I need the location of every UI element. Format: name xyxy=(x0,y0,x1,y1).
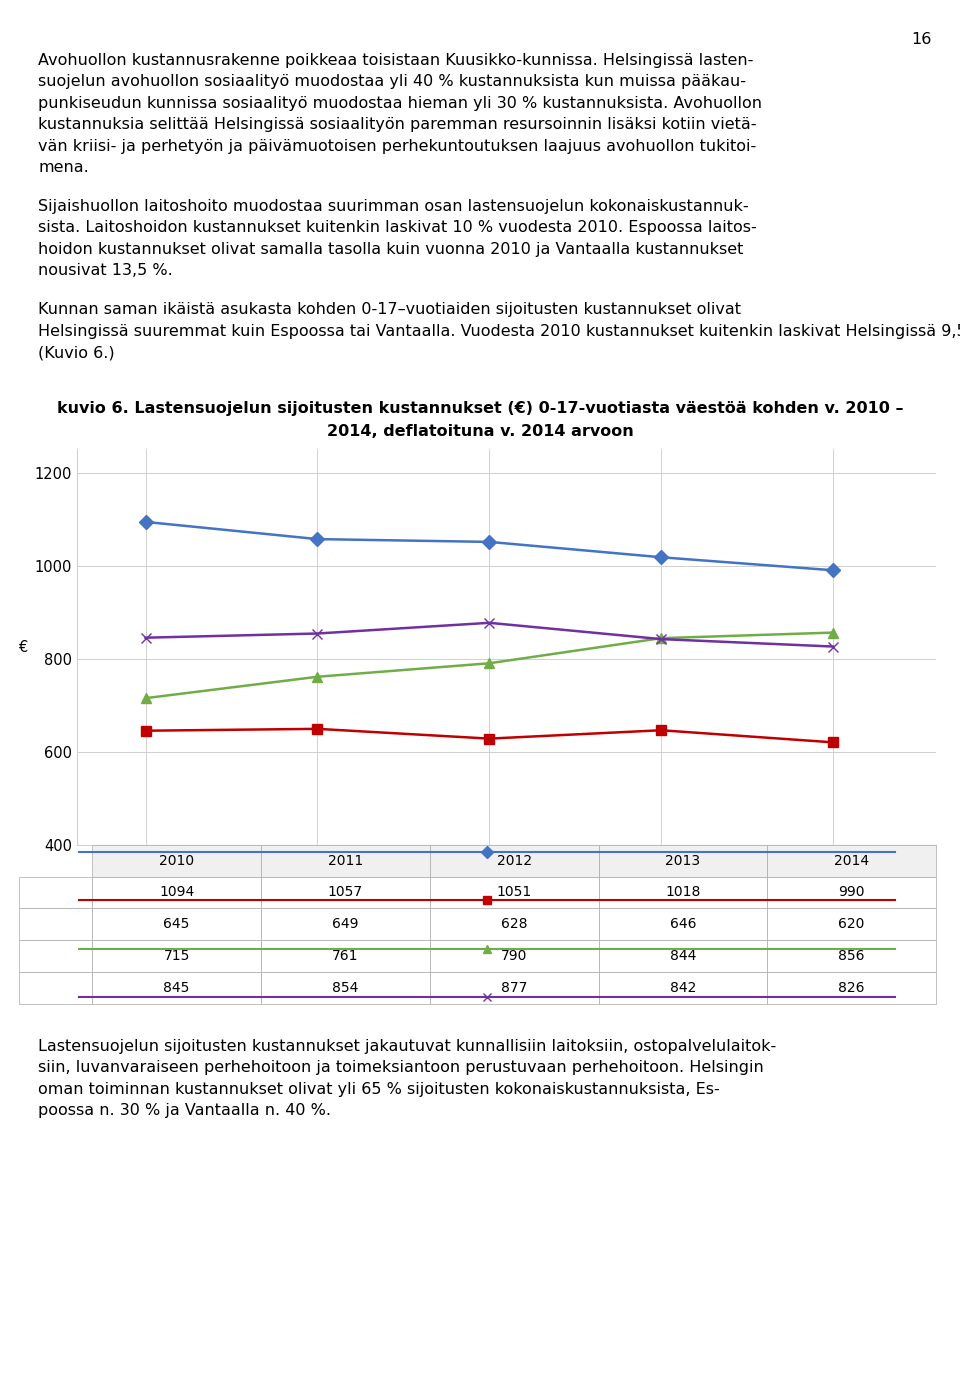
Text: sista. Laitoshoidon kustannukset kuitenkin laskivat 10 % vuodesta 2010. Espoossa: sista. Laitoshoidon kustannukset kuitenk… xyxy=(38,221,757,236)
Text: kustannuksia selittää Helsingissä sosiaalityön paremman resursoinnin lisäksi ko: kustannuksia selittää Helsingissä sosiaa… xyxy=(38,118,756,132)
Text: Avohuollon kustannusrakenne poikkeaa toisistaan Kuusikko-kunnissa. Helsingissä l: Avohuollon kustannusrakenne poikkeaa toi… xyxy=(38,53,754,68)
Text: Helsingissä suuremmat kuin Espoossa tai Vantaalla. Vuodesta 2010 kustannukset ku: Helsingissä suuremmat kuin Espoossa tai … xyxy=(38,323,960,338)
Text: kuvio 6. Lastensuojelun sijoitusten kustannukset (€) 0-17-vuotiasta väestöä kohd: kuvio 6. Lastensuojelun sijoitusten kust… xyxy=(57,401,903,416)
Text: vän kriisi- ja perhetyön ja päivämuotoisen perhekuntoutuksen laajuus avohuollon: vän kriisi- ja perhetyön ja päivämuotoi… xyxy=(38,139,756,154)
Text: (Kuvio 6.): (Kuvio 6.) xyxy=(38,345,115,361)
Y-axis label: €: € xyxy=(19,639,28,655)
Text: punkiseudun kunnissa sosiaalityö muodostaa hieman yli 30 % kustannuksista. Avoh: punkiseudun kunnissa sosiaalityö muodos… xyxy=(38,96,762,111)
Text: suojelun avohuollon sosiaalityö muodostaa yli 40 % kustannuksista kun muissa pä: suojelun avohuollon sosiaalityö muodost… xyxy=(38,75,747,89)
Text: 16: 16 xyxy=(911,32,931,47)
Text: oman toiminnan kustannukset olivat yli 65 % sijoitusten kokonaiskustannuksista, : oman toiminnan kustannukset olivat yli 6… xyxy=(38,1082,720,1097)
Text: mena.: mena. xyxy=(38,160,89,175)
Text: Kunnan saman ikäistä asukasta kohden 0-17–vuotiaiden sijoitusten kustannukset ol: Kunnan saman ikäistä asukasta kohden 0-1… xyxy=(38,302,741,318)
Text: hoidon kustannukset olivat samalla tasolla kuin vuonna 2010 ja Vantaalla kustann: hoidon kustannukset olivat samalla tasol… xyxy=(38,241,744,257)
Text: Lastensuojelun sijoitusten kustannukset jakautuvat kunnallisiin laitoksiin, osto: Lastensuojelun sijoitusten kustannukset … xyxy=(38,1039,777,1054)
Text: siin, luvanvaraiseen perhehoitoon ja toimeksiantoon perustuvaan perhehoitoon. He: siin, luvanvaraiseen perhehoitoon ja toi… xyxy=(38,1060,764,1075)
Text: poossa n. 30 % ja Vantaalla n. 40 %.: poossa n. 30 % ja Vantaalla n. 40 %. xyxy=(38,1103,331,1118)
Text: nousivat 13,5 %.: nousivat 13,5 %. xyxy=(38,264,173,279)
Text: 2014, deflatoituna v. 2014 arvoon: 2014, deflatoituna v. 2014 arvoon xyxy=(326,423,634,438)
Text: Sijaishuollon laitoshoito muodostaa suurimman osan lastensuojelun kokonaiskustan: Sijaishuollon laitoshoito muodostaa suur… xyxy=(38,198,749,214)
